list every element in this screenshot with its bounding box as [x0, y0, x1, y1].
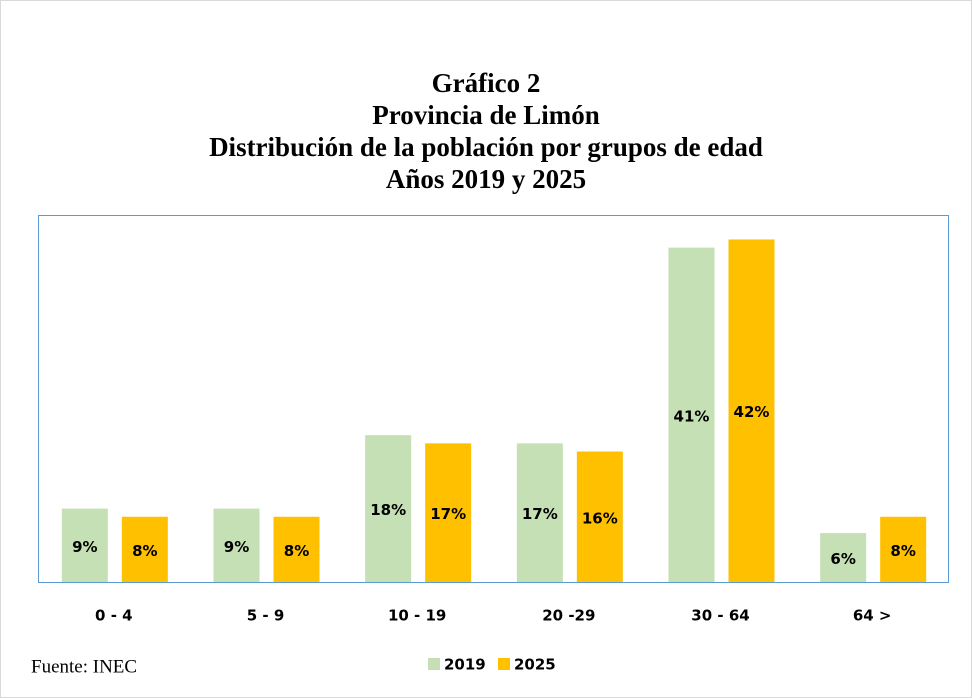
bar	[213, 508, 260, 582]
bar	[365, 435, 412, 582]
data-label: 42%	[734, 403, 770, 421]
data-label: 17%	[430, 505, 466, 523]
bar	[576, 451, 623, 582]
x-tick-label: 0 - 4	[95, 607, 133, 625]
data-label: 6%	[830, 550, 855, 568]
data-label: 17%	[522, 505, 558, 523]
chart-title: Distribución de la población por grupos …	[209, 132, 763, 162]
source: Fuente: INEC	[31, 656, 137, 677]
bar	[516, 443, 563, 582]
data-label: 41%	[674, 407, 710, 425]
bar	[273, 516, 320, 582]
bar	[880, 516, 927, 582]
data-label: 9%	[72, 538, 97, 556]
data-label: 8%	[284, 542, 309, 560]
legend-swatch	[428, 658, 440, 670]
legend-label: 2019	[444, 656, 486, 674]
data-label: 8%	[890, 542, 915, 560]
x-tick-label: 5 - 9	[247, 607, 285, 625]
chart-title: Provincia de Limón	[372, 100, 600, 130]
x-tick-label: 10 - 19	[388, 607, 446, 625]
bar	[820, 533, 867, 582]
bar	[728, 239, 775, 582]
data-label: 8%	[132, 542, 157, 560]
x-tick-label: 20 -29	[542, 607, 595, 625]
x-tick-label: 30 - 64	[691, 607, 749, 625]
bar	[121, 516, 168, 582]
x-tick-label: 64 >	[853, 607, 892, 625]
bar	[425, 443, 472, 582]
data-label: 18%	[370, 501, 406, 519]
chart-title: Años 2019 y 2025	[386, 164, 586, 194]
chart-title: Gráfico 2	[432, 68, 541, 98]
data-label: 16%	[582, 509, 618, 527]
plot-area	[38, 215, 949, 583]
bar	[61, 508, 108, 582]
data-label: 9%	[224, 538, 249, 556]
bar	[668, 247, 715, 582]
legend-swatch	[498, 658, 510, 670]
legend-label: 2025	[514, 656, 556, 674]
